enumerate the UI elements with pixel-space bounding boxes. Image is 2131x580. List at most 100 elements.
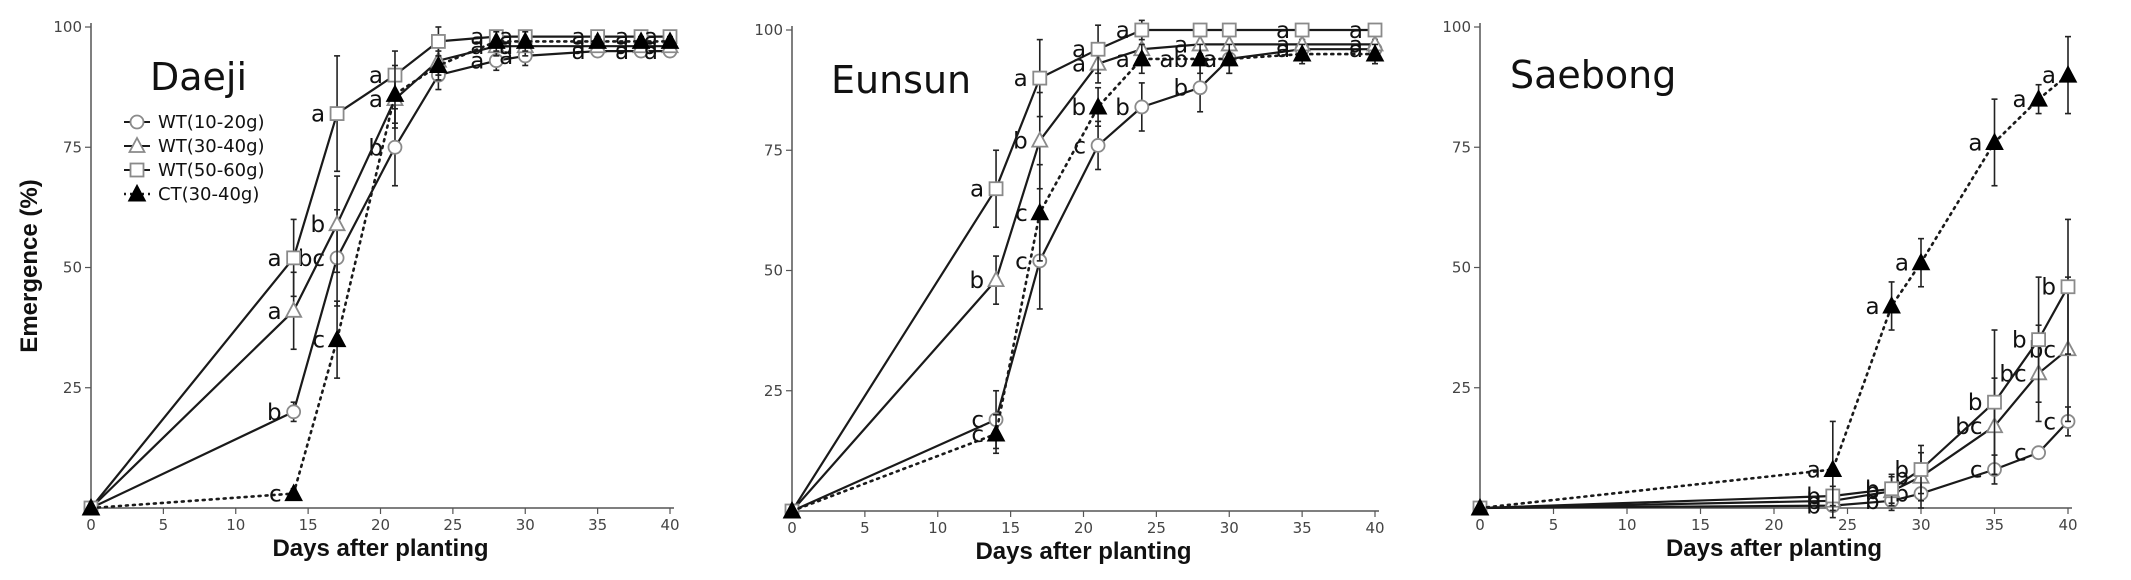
significance-label: c: [971, 422, 984, 448]
data-point: [329, 106, 345, 121]
data-point: [1090, 41, 1106, 57]
data-point: [1088, 96, 1108, 115]
significance-label: a: [311, 102, 325, 128]
y-tick-label: 100: [1442, 18, 1471, 36]
significance-label: a: [1349, 32, 1363, 58]
data-point: [284, 483, 303, 502]
data-point: [2058, 65, 2078, 83]
significance-label: a: [1203, 47, 1217, 73]
data-point: [1090, 138, 1106, 153]
y-tick-label: 75: [764, 141, 783, 159]
data-point: [1292, 43, 1312, 62]
data-point: [2060, 279, 2076, 295]
significance-label: b: [267, 400, 282, 426]
significance-label: a: [615, 25, 629, 51]
significance-label: c: [1015, 201, 1028, 227]
y-tick-label: 50: [63, 259, 82, 277]
y-tick-label: 50: [1452, 259, 1471, 277]
x-tick-label: 0: [1475, 516, 1485, 534]
x-tick-label: 25: [1147, 519, 1166, 537]
significance-label: a: [1865, 294, 1879, 320]
significance-label: c: [1970, 458, 1983, 484]
data-point: [515, 31, 535, 49]
x-tick-label: 10: [928, 519, 947, 537]
data-point: [429, 55, 448, 73]
x-axis-title: Days after planting: [975, 538, 1191, 565]
data-point: [1132, 48, 1152, 67]
data-point: [660, 31, 680, 49]
legend-marker: [129, 114, 145, 130]
x-tick-label: 25: [443, 516, 462, 534]
significance-label: b: [1071, 95, 1086, 121]
y-tick-label: 25: [1452, 379, 1471, 397]
panel-eunsun: 0 5 10 15 20 25 30 35 40 25 50 75 100 Days after plan…: [754, 18, 1384, 565]
x-tick-label: 15: [1001, 519, 1020, 537]
data-point: [1367, 22, 1383, 38]
data-point: [286, 404, 302, 420]
data-point: [1884, 481, 1899, 497]
significance-label: a: [470, 34, 484, 60]
data-point: [327, 329, 347, 348]
significance-label: bc: [298, 246, 325, 272]
legend-label: WT(30-40g): [158, 136, 265, 157]
significance-label: a: [369, 63, 383, 89]
x-tick-label: 40: [2058, 516, 2077, 534]
significance-label: c: [1073, 133, 1086, 159]
x-tick-label: 10: [1617, 516, 1636, 534]
data-point: [1823, 459, 1843, 478]
panel-saebong: 0 5 10 15 20 25 30 35 40 25 50 75 100 Days after plan…: [1442, 18, 2077, 562]
x-tick-label: 15: [299, 516, 318, 534]
legend-label: CT(30-40g): [158, 184, 259, 205]
data-point: [1365, 43, 1385, 62]
data-point: [1911, 252, 1931, 271]
significance-label: a: [470, 25, 484, 51]
significance-label: a: [1072, 52, 1086, 78]
series-line: [90, 35, 670, 509]
significance-label: a: [1968, 130, 1982, 156]
significance-label: b: [2012, 328, 2027, 354]
data-point: [1032, 70, 1048, 86]
significance-label: a: [1174, 32, 1188, 58]
significance-label: c: [1015, 249, 1028, 275]
x-tick-label: 5: [1549, 516, 1559, 534]
data-point: [328, 214, 347, 232]
x-tick-label: 25: [1838, 516, 1857, 534]
data-point: [631, 31, 651, 49]
y-tick-label: 25: [63, 379, 82, 397]
x-axis-title: Days after planting: [1666, 535, 1882, 562]
data-point: [1470, 497, 1490, 516]
data-point: [1192, 80, 1208, 96]
significance-label: a: [369, 87, 383, 113]
significance-label: a: [1116, 47, 1130, 73]
significance-label: a: [970, 177, 984, 203]
legend-marker: [127, 136, 147, 153]
x-tick-label: 30: [1911, 516, 1930, 534]
data-point: [486, 31, 506, 49]
panel-daeji: 0 5 10 15 20 25 30 35 40 25 50 75 100 Days after plan…: [53, 18, 679, 562]
series-CT(30-40g): cc: [81, 31, 680, 516]
significance-label: b: [1115, 95, 1130, 121]
significance-label: b: [310, 212, 325, 238]
data-point: [2031, 332, 2046, 348]
data-point: [1030, 130, 1049, 148]
legend-item: WT(10-20g): [124, 112, 265, 133]
significance-label: a: [1807, 458, 1821, 484]
data-point: [1221, 22, 1237, 38]
panel-title: Daeji: [150, 55, 247, 99]
y-axis-title: Emergence (%): [16, 179, 43, 352]
data-point: [385, 84, 405, 102]
significance-label: a: [572, 25, 586, 51]
data-point: [1913, 462, 1929, 477]
y-tick-label: 50: [764, 262, 783, 280]
significance-label: a: [572, 34, 586, 60]
significance-label: b: [969, 268, 984, 294]
x-tick-label: 5: [159, 516, 169, 534]
significance-label: a: [1072, 37, 1086, 63]
significance-label: b: [1806, 489, 1821, 515]
significance-label: a: [268, 246, 282, 272]
legend-item: CT(30-40g): [124, 183, 259, 205]
x-tick-label: 15: [1691, 516, 1710, 534]
